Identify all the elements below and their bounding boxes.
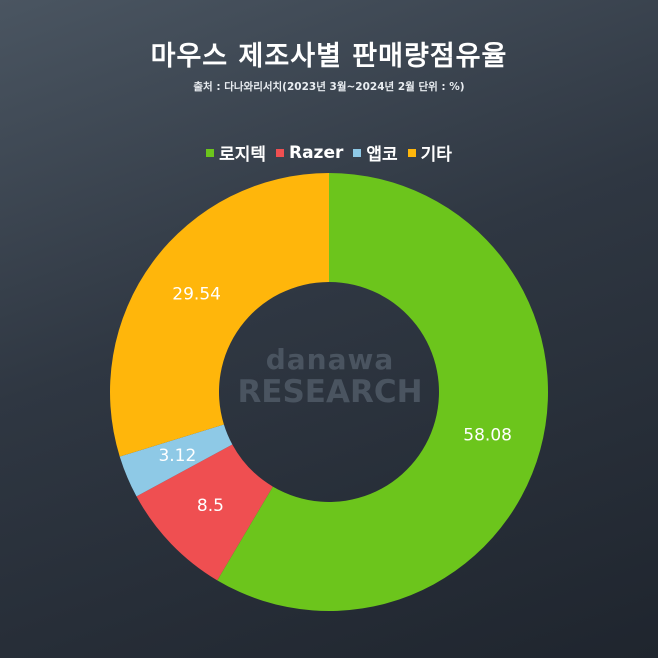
chart-subtitle: 출처 : 다나와리서치(2023년 3월~2024년 2월 단위 : %) <box>193 81 465 93</box>
slice-razer <box>136 444 273 581</box>
legend-swatch <box>407 148 416 157</box>
legend-swatch <box>353 148 362 157</box>
legend-swatch <box>275 148 284 157</box>
legend-item-logitech: 로지텍 <box>206 140 266 165</box>
slice-logitech <box>217 173 548 612</box>
legend-label: 로지텍 <box>219 145 266 165</box>
value-label-abko: 3.12 <box>158 446 196 466</box>
legend-item-abko: 앱코 <box>353 140 398 165</box>
legend-label: 앱코 <box>366 145 398 165</box>
value-label-razer: 8.5 <box>197 496 224 516</box>
chart-legend: 로지텍 Razer 앱코 기타 <box>0 140 658 165</box>
legend-swatch <box>206 148 215 157</box>
donut-labels: 58.08 8.5 3.12 29.54 <box>158 284 512 516</box>
value-label-other: 29.54 <box>172 284 221 304</box>
watermark-logo: danawa RESEARCH <box>230 343 430 410</box>
legend-label: Razer <box>288 142 344 163</box>
watermark-line2: RESEARCH <box>237 374 423 410</box>
legend-label: 기타 <box>420 145 452 165</box>
donut-slices <box>110 173 548 612</box>
slice-other <box>110 173 330 457</box>
value-label-logitech: 58.08 <box>463 426 512 446</box>
legend-item-other: 기타 <box>407 140 452 165</box>
watermark-line1: danawa <box>265 343 395 376</box>
chart-title: 마우스 제조사별 판매량점유율 <box>150 41 508 72</box>
legend-item-razer: Razer <box>275 140 344 165</box>
slice-abko <box>119 424 233 497</box>
